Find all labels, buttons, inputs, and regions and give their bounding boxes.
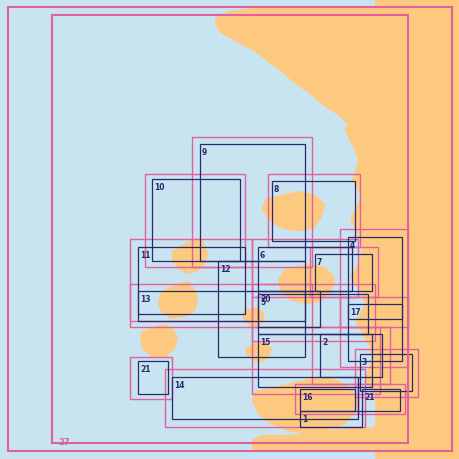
Bar: [314, 254, 371, 291]
Polygon shape: [157, 281, 197, 319]
Text: 21: 21: [140, 364, 150, 373]
Polygon shape: [245, 341, 271, 363]
Text: 1: 1: [302, 414, 307, 423]
Text: 11: 11: [140, 251, 150, 259]
Bar: [361, 389, 399, 411]
Bar: [138, 291, 304, 321]
Text: 6: 6: [259, 251, 265, 259]
Bar: [172, 377, 357, 419]
Text: 8: 8: [274, 185, 279, 194]
Bar: [257, 291, 319, 327]
Text: 16: 16: [302, 392, 312, 401]
Bar: [130, 357, 172, 399]
Bar: [357, 384, 404, 414]
Text: 2: 2: [321, 337, 326, 346]
Polygon shape: [262, 191, 325, 231]
Text: 12: 12: [219, 264, 230, 274]
Bar: [347, 237, 401, 319]
Bar: [299, 389, 354, 411]
Bar: [257, 247, 351, 291]
Text: 17: 17: [349, 308, 360, 316]
Bar: [309, 247, 377, 297]
Text: 21: 21: [363, 392, 374, 401]
Bar: [257, 294, 367, 334]
Text: 10: 10: [154, 183, 164, 191]
Bar: [52, 16, 407, 443]
Bar: [354, 349, 417, 397]
Bar: [374, 0, 459, 459]
Bar: [359, 354, 411, 391]
Bar: [294, 384, 357, 414]
Bar: [268, 174, 359, 247]
Polygon shape: [252, 427, 374, 451]
Bar: [257, 334, 371, 387]
Polygon shape: [252, 377, 357, 435]
Bar: [271, 182, 354, 241]
Bar: [347, 304, 401, 361]
Bar: [130, 285, 311, 327]
Bar: [138, 361, 168, 394]
Text: 27: 27: [58, 437, 69, 446]
Polygon shape: [140, 325, 178, 357]
Text: 14: 14: [174, 380, 184, 389]
Bar: [151, 179, 240, 262]
Bar: [252, 327, 379, 394]
Polygon shape: [277, 264, 334, 304]
Text: 4: 4: [349, 241, 354, 249]
Polygon shape: [172, 237, 207, 274]
Bar: [145, 174, 245, 268]
Polygon shape: [241, 308, 264, 327]
Bar: [130, 240, 252, 321]
Bar: [200, 145, 304, 262]
Bar: [299, 411, 361, 427]
Bar: [191, 138, 311, 268]
Bar: [165, 369, 364, 427]
Text: 15: 15: [259, 337, 270, 346]
Text: 7: 7: [316, 257, 322, 266]
Text: 13: 13: [140, 294, 150, 303]
Bar: [252, 285, 374, 341]
Polygon shape: [337, 8, 451, 451]
Bar: [319, 334, 381, 377]
Bar: [311, 327, 389, 384]
Bar: [218, 262, 304, 357]
Bar: [138, 247, 245, 314]
Bar: [339, 230, 407, 327]
Bar: [339, 297, 407, 367]
Text: 3: 3: [361, 357, 366, 366]
Text: 5: 5: [259, 297, 264, 306]
Polygon shape: [214, 8, 451, 249]
Bar: [252, 240, 357, 297]
Text: 20: 20: [259, 294, 270, 303]
Text: 9: 9: [202, 148, 207, 157]
